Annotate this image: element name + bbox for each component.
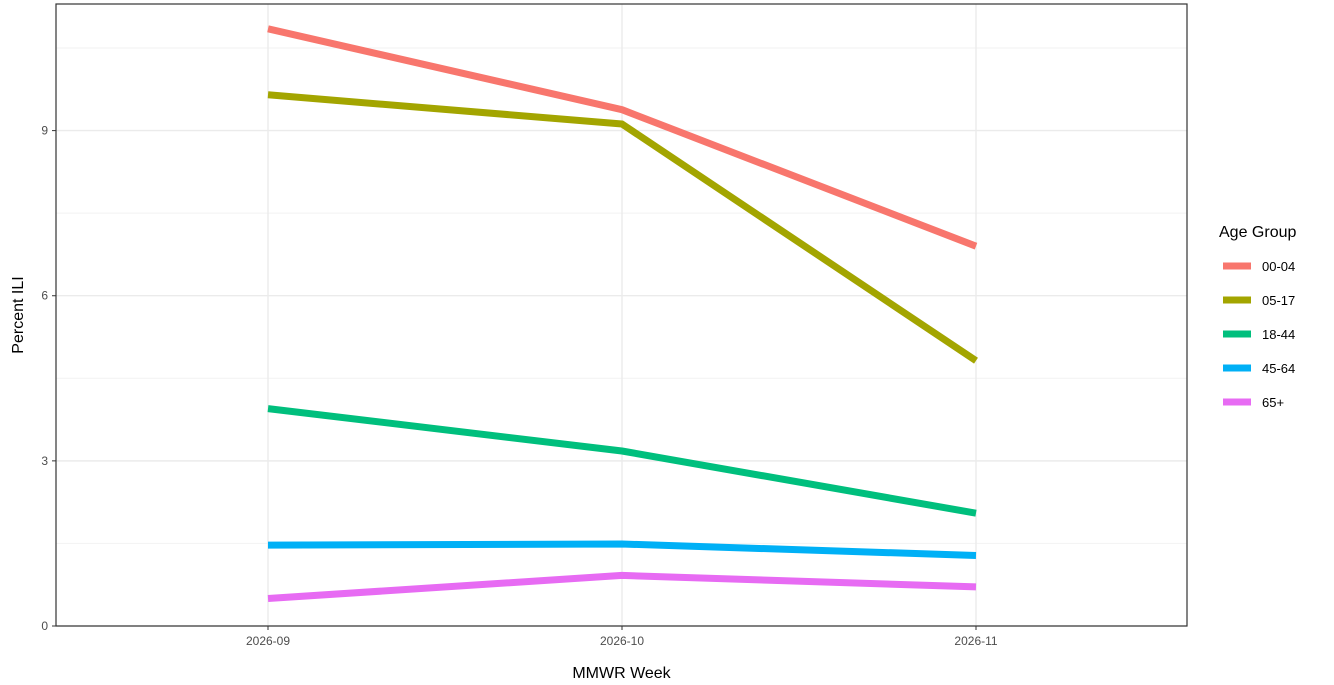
legend-label-00-04: 00-04 [1262,259,1295,274]
y-tick-label: 6 [41,289,48,303]
series-line-00-04 [267,25,978,250]
legend-label-18-44: 18-44 [1262,327,1295,342]
x-axis: 2026-09 2026-10 2026-11 [246,626,998,648]
legend-label-05-17: 05-17 [1262,293,1295,308]
series-line-45-64 [267,540,977,559]
x-tick-label: 2026-10 [600,634,644,648]
x-tick-label: 2026-09 [246,634,290,648]
major-gridlines [56,4,1187,627]
plot-panel [55,3,1188,627]
series-line-65+ [267,571,977,602]
legend-label-45-64: 45-64 [1262,361,1295,376]
series-lines [267,25,978,602]
x-axis-title: MMWR Week [572,665,671,682]
legend: Age Group 00-04 05-17 18-44 45-64 65+ [1219,224,1296,410]
y-tick-label: 9 [41,124,48,138]
y-axis-title: Percent ILI [10,276,27,353]
legend-items: 00-04 05-17 18-44 45-64 65+ [1223,259,1295,410]
x-tick-label: 2026-11 [954,634,997,648]
y-tick-label: 0 [41,619,48,633]
series-line-05-17 [267,91,978,364]
legend-title: Age Group [1219,224,1296,241]
y-axis: 0 3 6 9 [41,124,56,633]
y-tick-label: 3 [41,454,48,468]
legend-label-65+: 65+ [1262,395,1284,410]
series-line-18-44 [267,405,977,517]
